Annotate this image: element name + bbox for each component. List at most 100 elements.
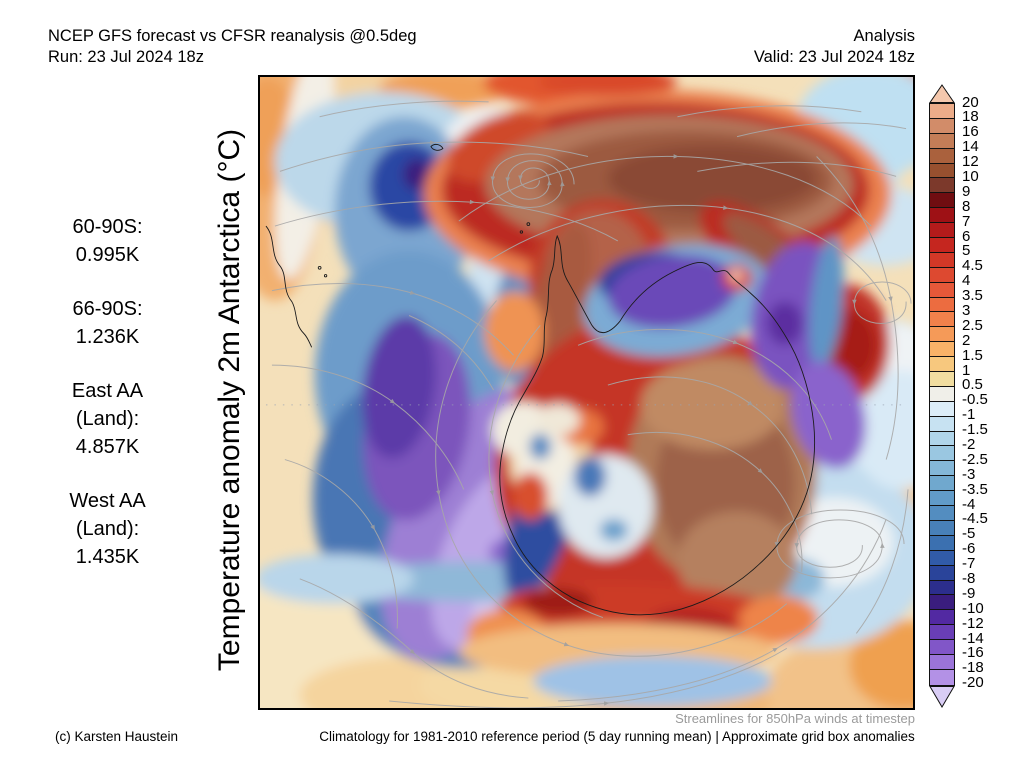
colorbar-cell — [930, 401, 954, 417]
stat-block: 66-90S: 1.236K — [72, 298, 143, 348]
header-left: NCEP GFS forecast vs CFSR reanalysis @0.… — [48, 26, 417, 68]
region-stats: 60-90S: 0.995K 66-90S: 1.236K East AA (L… — [30, 213, 185, 597]
analysis-label: Analysis — [853, 27, 915, 45]
colorbar-cell — [930, 476, 954, 492]
colorbar-label: 16 — [962, 123, 979, 141]
colorbar: 20 18 16 14 12 10 9 8 7 6 5 4.5 — [929, 84, 988, 708]
colorbar-cell — [930, 595, 954, 611]
colorbar-cell — [930, 163, 954, 179]
colorbar-cell — [930, 252, 954, 268]
colorbar-label: 1.5 — [962, 346, 983, 364]
stat-block: East AA (Land): 4.857K — [71, 380, 144, 458]
colorbar-label: -3 — [962, 465, 976, 483]
colorbar-cell — [930, 550, 954, 566]
colorbar-labels: 20 18 16 14 12 10 9 8 7 6 5 4.5 — [962, 93, 1002, 692]
colorbar-label: -12 — [962, 614, 984, 632]
colorbar-label: -2 — [962, 435, 976, 453]
colorbar-cell — [930, 580, 954, 596]
y-axis-title: Temperature anomaly 2m Antarctica (°C) — [213, 128, 246, 672]
stat-block: 60-90S: 0.995K — [72, 216, 143, 266]
colorbar-label: 20 — [962, 93, 979, 111]
anomaly-field — [260, 77, 913, 708]
colorbar-cell — [930, 446, 954, 462]
colorbar-cell — [930, 461, 954, 477]
copyright-credit: (c) Karsten Haustein — [55, 729, 179, 744]
up-arrow-icon — [929, 84, 955, 103]
colorbar-label: 14 — [962, 138, 979, 156]
colorbar-label: -5 — [962, 525, 976, 543]
colorbar-cell — [930, 342, 954, 358]
colorbar-cell — [930, 148, 954, 164]
colorbar-cell — [930, 118, 954, 134]
colorbar-label: -7 — [962, 555, 976, 573]
colorbar-label: 4 — [962, 272, 971, 290]
colorbar-label: -9 — [962, 584, 976, 602]
colorbar-cell — [930, 133, 954, 149]
colorbar-label: -4.5 — [962, 510, 988, 528]
colorbar-cell — [930, 506, 954, 521]
colorbar-label: 5 — [962, 242, 971, 260]
colorbar-up-arrow — [929, 84, 955, 103]
colorbar-cell — [930, 431, 954, 447]
colorbar-cell — [930, 386, 954, 402]
colorbar-cell — [930, 565, 954, 581]
colorbar-label: -18 — [962, 659, 984, 677]
colorbar-label: 3 — [962, 301, 971, 319]
colorbar-label: -3.5 — [962, 480, 988, 498]
colorbar-cell — [930, 535, 954, 551]
colorbar-cell — [930, 104, 954, 119]
colorbar-cell — [930, 610, 954, 626]
colorbar-cell — [930, 372, 954, 387]
colorbar-cells — [929, 103, 955, 686]
colorbar-label: 1 — [962, 361, 971, 379]
colorbar-label: -8 — [962, 570, 976, 587]
colorbar-cell — [930, 312, 954, 328]
coastline-layer — [265, 143, 816, 616]
colorbar-cell — [930, 193, 954, 209]
colorbar-label: 9 — [962, 182, 971, 200]
colorbar-label: 2 — [962, 331, 971, 349]
colorbar-cell — [930, 238, 954, 253]
colorbar-label: -2.5 — [962, 450, 988, 468]
colorbar-down-arrow — [929, 685, 955, 708]
down-arrow-icon — [929, 685, 955, 708]
colorbar-cell — [930, 208, 954, 224]
colorbar-label: -20 — [962, 674, 984, 692]
colorbar-label: -14 — [962, 629, 984, 647]
header-right: Analysis Valid: 23 Jul 2024 18z — [754, 26, 915, 68]
colorbar-label: 18 — [962, 108, 979, 126]
climatology-note: Climatology for 1981-2010 reference peri… — [319, 729, 915, 744]
colorbar-cell — [930, 327, 954, 343]
colorbar-cell — [930, 640, 954, 655]
colorbar-cell — [930, 282, 954, 298]
colorbar-cell — [930, 669, 954, 685]
colorbar-cell — [930, 625, 954, 641]
page-title: NCEP GFS forecast vs CFSR reanalysis @0.… — [48, 27, 417, 45]
map-plot — [258, 75, 915, 710]
colorbar-label: -0.5 — [962, 391, 988, 409]
colorbar-label: 8 — [962, 197, 971, 215]
colorbar-cell — [930, 267, 954, 283]
colorbar-cell — [930, 520, 954, 536]
colorbar-label: -16 — [962, 644, 984, 662]
colorbar-label: -1.5 — [962, 421, 988, 439]
colorbar-label: -6 — [962, 540, 976, 558]
colorbar-cell — [930, 223, 954, 239]
colorbar-cell — [930, 654, 954, 670]
colorbar-label: -1 — [962, 406, 976, 424]
colorbar-label: 6 — [962, 227, 971, 245]
colorbar-cell — [930, 297, 954, 313]
colorbar-label: 4.5 — [962, 257, 983, 275]
colorbar-label: 7 — [962, 212, 971, 230]
colorbar-cell — [930, 357, 954, 373]
stat-block: West AA (Land): 1.435K — [69, 490, 146, 568]
colorbar-cell — [930, 491, 954, 507]
streamline-note: Streamlines for 850hPa winds at timestep — [675, 711, 915, 726]
streamlines-layer — [271, 100, 912, 708]
colorbar-label: 2.5 — [962, 316, 983, 334]
colorbar-label: 3.5 — [962, 287, 983, 305]
colorbar-label: -4 — [962, 495, 976, 513]
run-line: Run: 23 Jul 2024 18z — [48, 48, 204, 66]
anomaly-map-canvas — [260, 77, 913, 708]
